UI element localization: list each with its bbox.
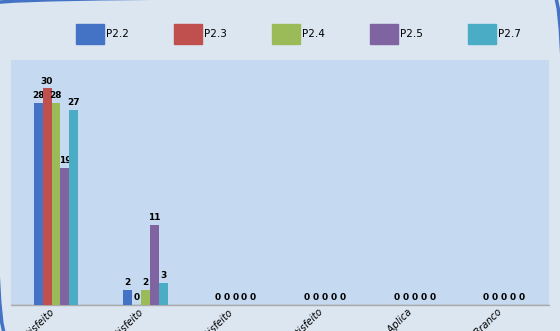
- Bar: [34, 103, 43, 305]
- Bar: [76, 24, 104, 44]
- Text: 0: 0: [250, 293, 256, 302]
- Bar: [159, 283, 168, 305]
- Bar: [123, 290, 132, 305]
- Text: 0: 0: [483, 293, 489, 302]
- Bar: [468, 24, 496, 44]
- Text: 0: 0: [519, 293, 525, 302]
- Text: 0: 0: [134, 293, 139, 302]
- Text: 0: 0: [232, 293, 238, 302]
- Text: 0: 0: [340, 293, 346, 302]
- Text: P2.5: P2.5: [400, 29, 423, 39]
- Text: P2.3: P2.3: [204, 29, 227, 39]
- Text: 0: 0: [241, 293, 247, 302]
- Bar: [60, 167, 69, 305]
- Text: 0: 0: [304, 293, 310, 302]
- Bar: [141, 290, 150, 305]
- Text: 19: 19: [59, 156, 71, 165]
- Text: P2.7: P2.7: [498, 29, 521, 39]
- Text: 0: 0: [510, 293, 516, 302]
- Text: 0: 0: [501, 293, 507, 302]
- Text: 0: 0: [492, 293, 498, 302]
- Bar: [69, 110, 78, 305]
- Text: 28: 28: [50, 91, 62, 100]
- Text: 0: 0: [223, 293, 229, 302]
- Text: 0: 0: [313, 293, 319, 302]
- Bar: [370, 24, 398, 44]
- Text: 0: 0: [412, 293, 417, 302]
- Text: 0: 0: [331, 293, 337, 302]
- Bar: [43, 88, 52, 305]
- Bar: [52, 103, 60, 305]
- Bar: [272, 24, 300, 44]
- Text: 11: 11: [148, 213, 161, 222]
- Text: 0: 0: [394, 293, 399, 302]
- Bar: [150, 225, 159, 305]
- Text: 0: 0: [403, 293, 408, 302]
- Bar: [174, 24, 202, 44]
- Text: 0: 0: [322, 293, 328, 302]
- Text: P2.2: P2.2: [106, 29, 129, 39]
- Text: 2: 2: [124, 278, 131, 287]
- Text: 3: 3: [160, 271, 167, 280]
- Text: 27: 27: [68, 98, 80, 107]
- Text: 28: 28: [32, 91, 44, 100]
- Text: 2: 2: [142, 278, 149, 287]
- Text: P2.4: P2.4: [302, 29, 325, 39]
- Text: 0: 0: [214, 293, 220, 302]
- Text: 0: 0: [430, 293, 435, 302]
- Text: 0: 0: [421, 293, 426, 302]
- Text: 30: 30: [41, 76, 53, 85]
